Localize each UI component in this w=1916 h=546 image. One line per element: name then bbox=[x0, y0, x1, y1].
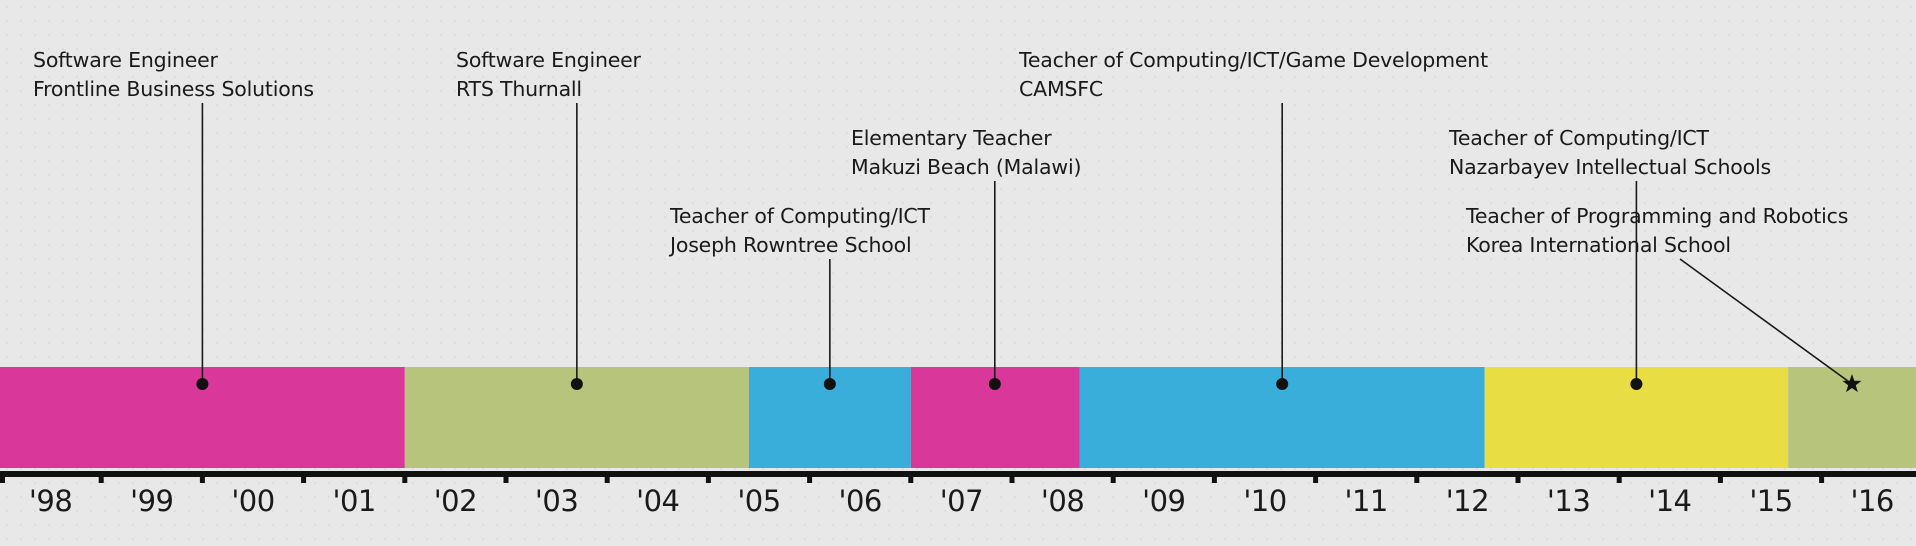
year-label: '05 bbox=[737, 484, 781, 518]
axis-tick bbox=[807, 471, 813, 483]
year-label: '06 bbox=[838, 484, 883, 518]
axis-tick bbox=[199, 471, 205, 483]
year-label: '10 bbox=[1243, 484, 1287, 518]
job-label: Teacher of Programming and Robotics Korea… bbox=[1466, 202, 1848, 260]
axis-tick bbox=[301, 471, 307, 483]
year-label: '02 bbox=[433, 484, 478, 518]
marker-dot bbox=[1276, 378, 1289, 390]
axis-tick bbox=[604, 471, 610, 483]
year-label: '15 bbox=[1749, 484, 1793, 518]
job-organization: Frontline Business Solutions bbox=[33, 77, 314, 101]
job-organization: Nazarbayev Intellectual Schools bbox=[1449, 155, 1771, 179]
year-label: '04 bbox=[636, 484, 680, 518]
axis-tick bbox=[98, 471, 104, 483]
job-label: Software Engineer Frontline Business Solu… bbox=[33, 46, 314, 104]
axis-tick bbox=[402, 471, 408, 483]
year-label: '13 bbox=[1546, 484, 1591, 518]
axis-tick bbox=[908, 471, 914, 483]
year-label: '99 bbox=[130, 484, 174, 518]
job-title: Teacher of Computing/ICT bbox=[1449, 126, 1709, 150]
year-label: '14 bbox=[1648, 484, 1692, 518]
year-label: '00 bbox=[231, 484, 275, 518]
marker-dot bbox=[1630, 378, 1643, 390]
axis-tick bbox=[705, 471, 711, 483]
year-label: '98 bbox=[28, 484, 73, 518]
year-label: '09 bbox=[1142, 484, 1186, 518]
year-label: '03 bbox=[534, 484, 579, 518]
job-organization: Korea International School bbox=[1466, 233, 1731, 257]
job-organization: Makuzi Beach (Malawi) bbox=[851, 155, 1082, 179]
job-title: Elementary Teacher bbox=[851, 126, 1052, 150]
job-label: Software Engineer RTS Thurnall bbox=[456, 46, 641, 104]
axis-tick bbox=[1211, 471, 1217, 483]
job-title: Teacher of Computing/ICT/Game Developmen… bbox=[1019, 48, 1488, 72]
job-title: Teacher of Programming and Robotics bbox=[1466, 204, 1849, 228]
marker-dot bbox=[570, 378, 583, 390]
marker-dot bbox=[988, 378, 1001, 390]
job-organization: RTS Thurnall bbox=[456, 77, 582, 101]
job-title: Teacher of Computing/ICT bbox=[670, 204, 930, 228]
axis-tick bbox=[1414, 471, 1420, 483]
axis-tick bbox=[1009, 471, 1015, 483]
axis-tick bbox=[1717, 471, 1723, 483]
job-title: Software Engineer bbox=[33, 48, 218, 72]
job-label: Teacher of Computing/ICT Nazarbayev Intel… bbox=[1449, 124, 1771, 182]
axis-tick bbox=[1313, 471, 1319, 483]
axis-tick bbox=[503, 471, 509, 483]
job-label: Teacher of Computing/ICT Joseph Rowntree … bbox=[670, 202, 930, 260]
year-label: '11 bbox=[1344, 484, 1389, 518]
year-label: '08 bbox=[1040, 484, 1085, 518]
axis-tick bbox=[1515, 471, 1521, 483]
axis-tick bbox=[1616, 471, 1622, 483]
axis-tick bbox=[1110, 471, 1116, 483]
job-label: Teacher of Computing/ICT/Game Developmen… bbox=[1019, 46, 1488, 104]
year-label: '12 bbox=[1445, 484, 1490, 518]
marker-dot bbox=[196, 378, 209, 390]
axis-tick bbox=[1819, 471, 1825, 483]
star-icon bbox=[1842, 374, 1862, 393]
marker-dot bbox=[823, 378, 836, 390]
axis-line bbox=[0, 471, 1916, 477]
year-label: '07 bbox=[939, 484, 984, 518]
year-label: '01 bbox=[332, 484, 377, 518]
job-title: Software Engineer bbox=[456, 48, 641, 72]
job-label: Elementary Teacher Makuzi Beach (Malawi) bbox=[851, 124, 1081, 182]
job-organization: Joseph Rowntree School bbox=[670, 233, 912, 257]
axis-tick bbox=[0, 471, 5, 483]
connector-line bbox=[1679, 258, 1853, 385]
job-organization: CAMSFC bbox=[1019, 77, 1103, 101]
year-label: '16 bbox=[1850, 484, 1895, 518]
